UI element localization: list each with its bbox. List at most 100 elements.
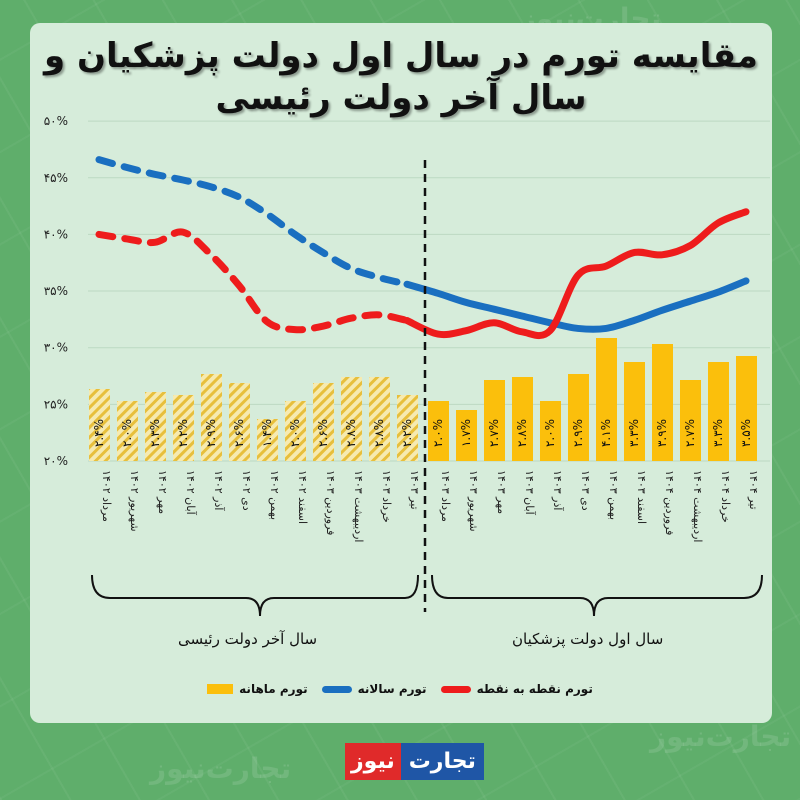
monthly-bar <box>596 338 617 461</box>
legend-point-label: تورم نقطه به نقطه <box>476 682 593 696</box>
bar-value-label: ۳.۳% <box>627 419 641 447</box>
monthly-bar <box>285 401 306 461</box>
x-axis-labels: مرداد ۱۴۰۲ شهریور ۱۴۰۲ مهر ۱۴۰۲ آبان ۱۴۰۲ آذ… <box>100 470 760 542</box>
x-axis-label: اسفند ۱۴۰۳ <box>635 470 648 524</box>
bar-value-label: ۲.۶% <box>316 419 330 447</box>
x-axis-label: شهریور ۱۴۰۳ <box>467 470 480 532</box>
x-axis-label: خرداد ۱۴۰۴ <box>719 470 732 523</box>
x-axis-label: شهریور ۱۴۰۲ <box>128 470 141 532</box>
bar-value-label: ۲.۸% <box>372 419 386 447</box>
watermark: تجارت‌نیوز <box>150 752 292 785</box>
x-axis-label: اردیبهشت ۱۴۰۴ <box>691 470 704 542</box>
y-tick-label: ۵۰% <box>44 114 68 128</box>
monthly-bars: ۲.۴% ۲.۰% ۲.۳% ۲.۲% ۲.۹% ۲.۶% ۱.۴% ۲.۰% ۲.۶% ۲.۸%… <box>89 338 757 461</box>
red-line-swatch <box>440 685 471 693</box>
point-to-point-line-solid <box>403 208 750 340</box>
monthly-bar <box>117 401 138 461</box>
legend-point: تورم نقطه به نقطه <box>440 682 593 696</box>
monthly-bar <box>652 344 673 461</box>
monthly-bar <box>341 377 362 461</box>
x-axis-label: مهر ۱۴۰۲ <box>156 470 169 514</box>
yellow-bar-swatch <box>207 684 234 694</box>
monthly-bar <box>173 395 194 461</box>
monthly-bar <box>145 392 166 461</box>
legend-monthly: تورم ماهانه <box>207 682 308 696</box>
monthly-bar <box>708 362 729 461</box>
left-period-brace <box>91 574 419 617</box>
bar-value-label: ۲.۸% <box>515 419 529 447</box>
title-line-1: مقایسه تورم در سال اول دولت پزشکیان و <box>44 36 758 76</box>
bar-value-label: ۲.۴% <box>92 419 106 447</box>
bar-value-label: ۲.۰% <box>288 419 302 447</box>
monthly-bar <box>680 380 701 461</box>
bar-value-label: ۲.۸% <box>344 419 358 447</box>
x-axis-label: آبان ۱۴۰۲ <box>184 470 198 516</box>
legend-annual-label: تورم سالانه <box>357 682 427 696</box>
bar-value-label: ۱.۴% <box>260 419 274 447</box>
point-to-point-line-dashed <box>95 228 411 334</box>
bar-value-label: ۲.۹% <box>204 419 218 447</box>
x-axis-label: بهمن ۱۴۰۲ <box>268 470 281 520</box>
chart-card: مقایسه تورم در سال اول دولت پزشکیان و سا… <box>30 23 772 723</box>
x-axis-label: تیر ۱۴۰۴ <box>747 470 760 510</box>
tejarat-news-logo: نیوز تجارت <box>345 743 484 780</box>
x-axis-label: دی ۱۴۰۲ <box>240 470 253 511</box>
x-axis-label: آذر ۱۴۰۳ <box>551 470 565 511</box>
y-axis-ticks: ۲۰% ۲۵% ۳۰% ۳۵% ۴۰% ۴۵% ۵۰% <box>44 114 68 468</box>
chart-title: مقایسه تورم در سال اول دولت پزشکیان و سا… <box>30 35 772 119</box>
right-period-brace <box>431 574 763 617</box>
monthly-bar <box>484 380 505 461</box>
logo-part-news: نیوز <box>345 743 401 780</box>
monthly-bar <box>313 383 334 461</box>
blue-line-swatch <box>321 685 352 693</box>
bar-value-label: ۳.۵% <box>739 419 753 447</box>
monthly-bar <box>736 356 757 461</box>
bar-value-label: ۲.۹% <box>571 419 585 447</box>
x-axis-label: فروردین ۱۴۰۳ <box>324 470 337 535</box>
x-axis-label: تیر ۱۴۰۳ <box>408 470 421 510</box>
x-axis-label: آبان ۱۴۰۳ <box>523 470 537 516</box>
legend-monthly-label: تورم ماهانه <box>239 682 308 696</box>
bar-value-label: ۲.۰% <box>543 419 557 447</box>
monthly-bar <box>568 374 589 461</box>
monthly-bar <box>397 395 418 461</box>
bar-value-label: ۳.۳% <box>711 419 725 447</box>
monthly-bar <box>89 389 110 461</box>
bar-value-label: ۲.۰% <box>120 419 134 447</box>
title-line-2: سال آخر دولت رئیسی <box>215 78 587 118</box>
legend-annual: تورم سالانه <box>321 682 427 696</box>
bar-value-label: ۲.۶% <box>232 419 246 447</box>
monthly-bar <box>540 401 561 461</box>
bar-value-label: ۲.۷% <box>487 419 501 447</box>
x-axis-label: مرداد ۱۴۰۳ <box>439 470 452 522</box>
legend: تورم نقطه به نقطه تورم سالانه تورم ماهان… <box>0 682 800 696</box>
bar-value-label: ۲.۲% <box>400 419 414 447</box>
watermark: تجارت‌نیوز <box>650 720 792 753</box>
monthly-bar <box>229 383 250 461</box>
y-tick-label: ۲۰% <box>44 454 68 468</box>
x-axis-label: مهر ۱۴۰۳ <box>495 470 508 514</box>
monthly-bar <box>201 374 222 461</box>
period-label-pezeshkian: سال اول دولت پزشکیان <box>512 630 664 648</box>
monthly-bar <box>456 410 477 461</box>
y-tick-label: ۳۰% <box>44 341 68 355</box>
bar-value-label: ۲.۳% <box>148 419 162 447</box>
y-tick-label: ۴۰% <box>44 227 68 241</box>
bar-value-label: ۲.۰% <box>431 419 445 447</box>
y-tick-label: ۴۵% <box>44 171 68 185</box>
x-axis-label: بهمن ۱۴۰۳ <box>607 470 620 520</box>
x-axis-label: مرداد ۱۴۰۲ <box>100 470 113 522</box>
x-axis-label: خرداد ۱۴۰۳ <box>380 470 393 523</box>
y-tick-label: ۲۵% <box>44 397 68 411</box>
bar-value-label: ۲.۲% <box>176 419 190 447</box>
x-axis-label: اردیبهشت ۱۴۰۳ <box>352 470 365 542</box>
bar-value-label: ۲.۷% <box>683 419 697 447</box>
x-axis-label: اسفند ۱۴۰۲ <box>296 470 309 524</box>
annual-line-solid <box>403 277 750 333</box>
x-axis-label: فروردین ۱۴۰۴ <box>663 470 676 535</box>
y-tick-label: ۳۵% <box>44 284 68 298</box>
monthly-bar <box>369 377 390 461</box>
x-axis-label: دی ۱۴۰۳ <box>579 470 592 511</box>
period-label-raisi: سال آخر دولت رئیسی <box>178 630 318 648</box>
x-axis-label: آذر ۱۴۰۲ <box>212 470 226 511</box>
